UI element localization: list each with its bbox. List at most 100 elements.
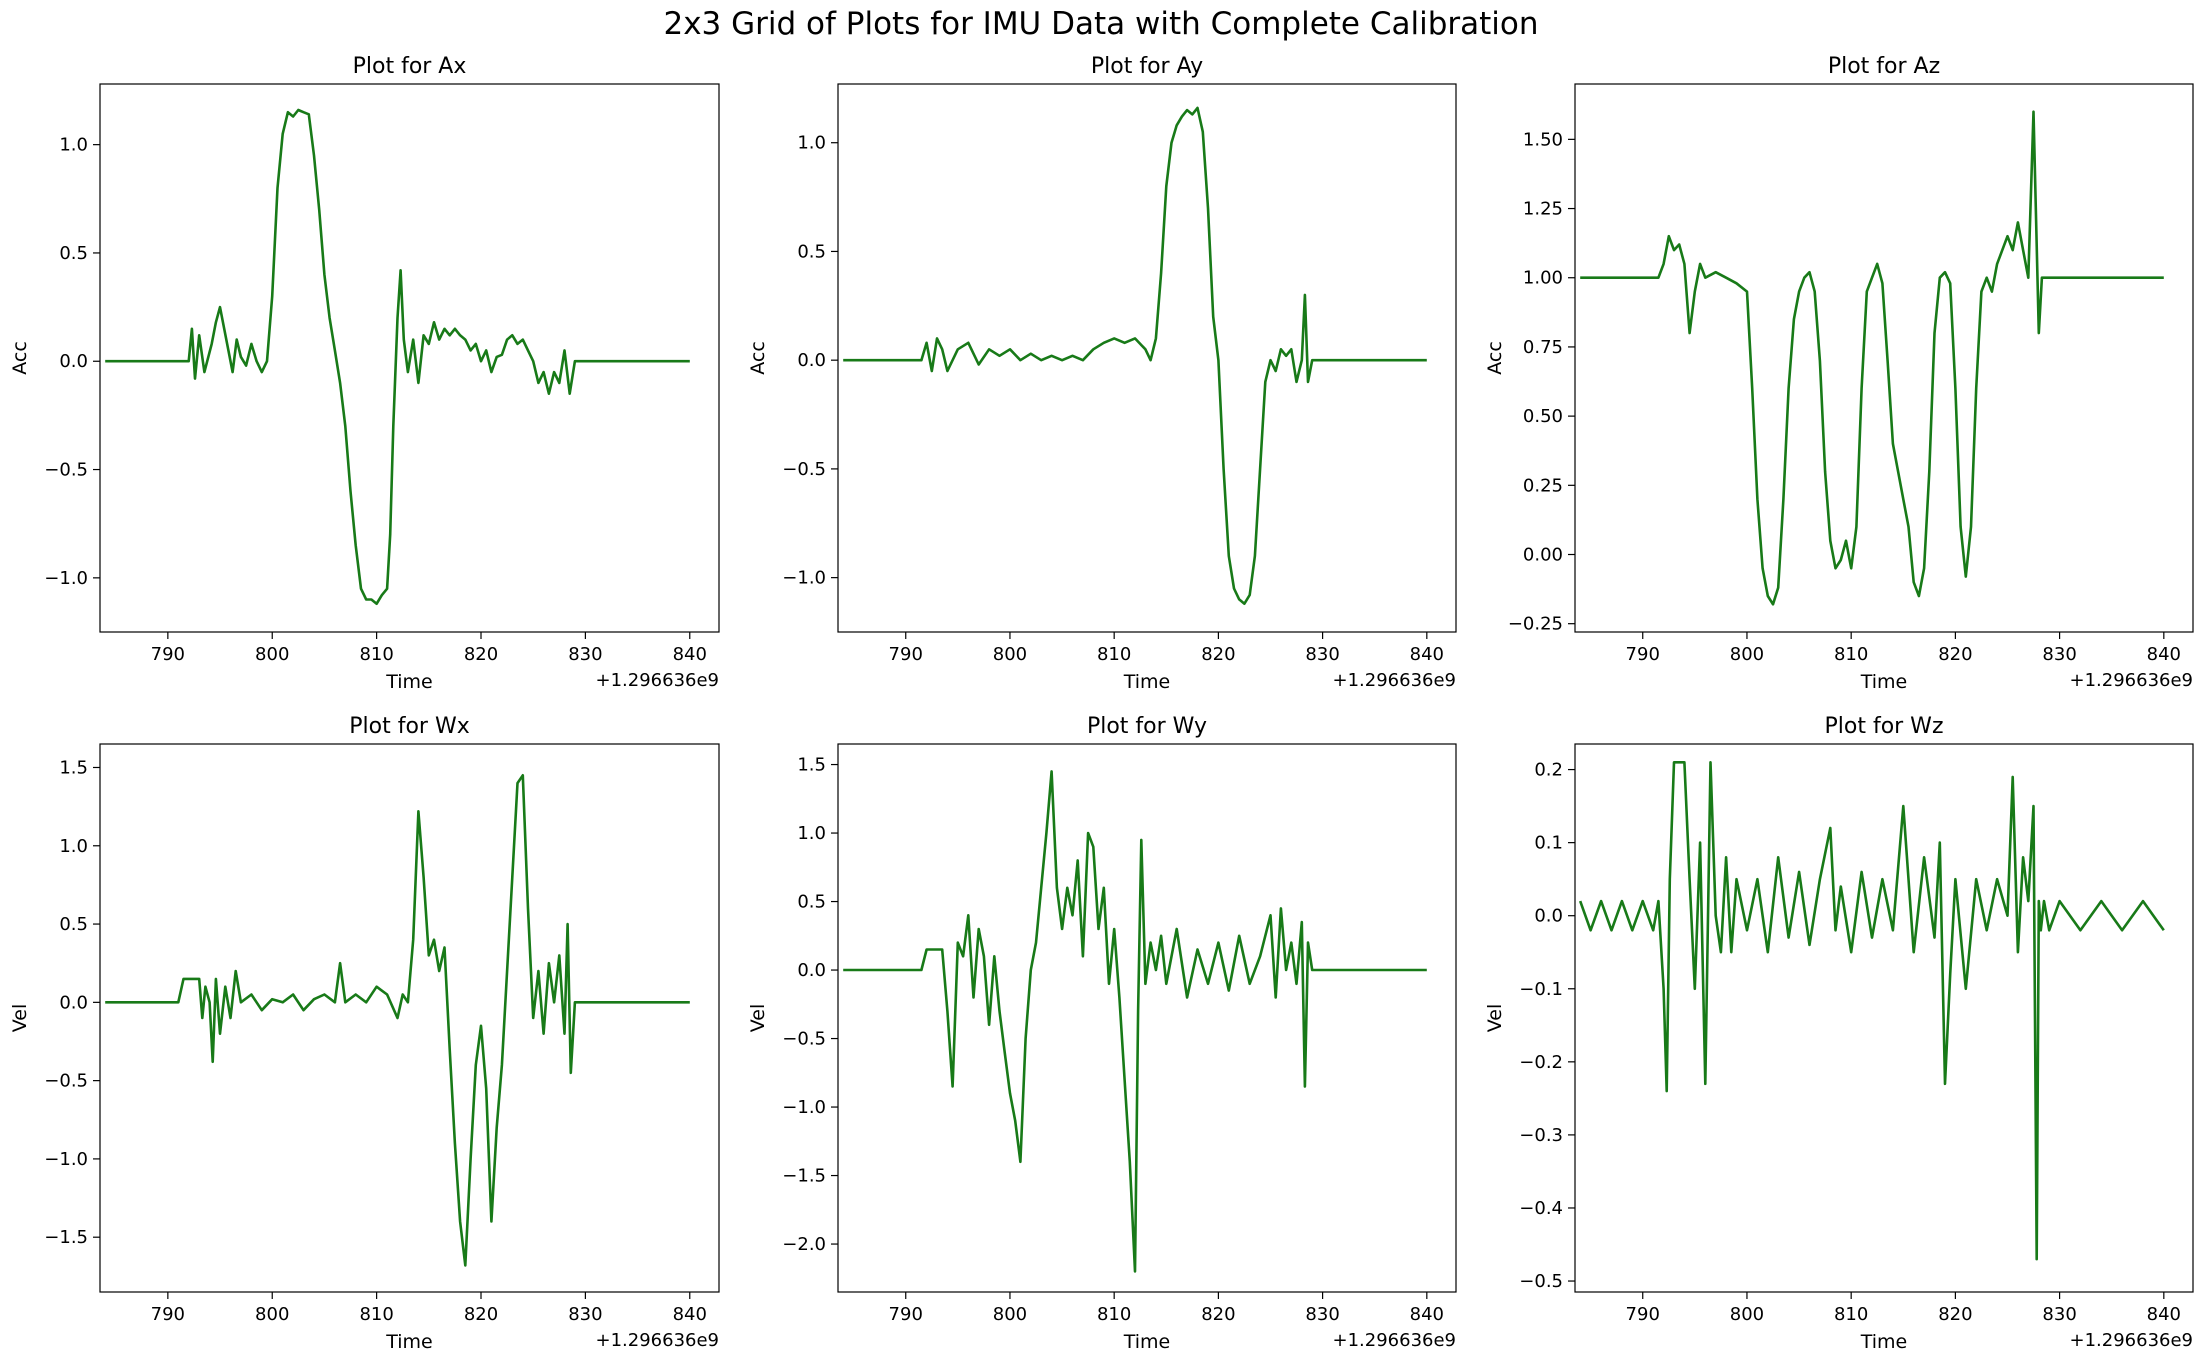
x-tick-label: 810	[1834, 644, 1868, 665]
y-axis-label: Vel	[1484, 1004, 1506, 1033]
y-tick-label: 1.25	[1523, 199, 1563, 220]
x-tick-label: 790	[1626, 644, 1660, 665]
x-tick-label: 830	[568, 644, 602, 665]
subplot-title: Plot for Ay	[1091, 54, 1203, 79]
y-tick-label: −1.0	[782, 1097, 826, 1118]
y-tick-label: 0.25	[1523, 475, 1563, 496]
x-offset-label: +1.296636e9	[596, 1330, 720, 1351]
x-tick-label: 810	[359, 1304, 393, 1325]
x-tick-label: 840	[673, 1304, 707, 1325]
y-tick-label: 0.0	[1534, 906, 1563, 927]
y-tick-label: 1.50	[1523, 129, 1563, 150]
y-tick-label: 1.5	[797, 755, 826, 776]
y-axis-label: Acc	[1484, 341, 1506, 375]
x-tick-label: 790	[1626, 1304, 1660, 1325]
x-tick-label: 840	[2147, 1304, 2181, 1325]
y-tick-label: 1.0	[797, 823, 826, 844]
x-tick-label: 820	[1938, 644, 1972, 665]
y-tick-label: 0.00	[1523, 545, 1563, 566]
x-tick-label: 800	[1730, 1304, 1764, 1325]
x-offset-label: +1.296636e9	[596, 670, 720, 691]
y-tick-label: 1.0	[797, 133, 826, 154]
x-tick-label: 840	[2147, 644, 2181, 665]
x-tick-label: 820	[464, 644, 498, 665]
y-tick-label: 0.1	[1534, 833, 1563, 854]
x-axis-label: Time	[1860, 1331, 1908, 1353]
y-tick-label: 1.5	[59, 757, 88, 778]
y-tick-label: −1.0	[782, 568, 826, 589]
figure-title: 2x3 Grid of Plots for IMU Data with Comp…	[663, 6, 1539, 42]
y-tick-label: −0.5	[44, 460, 88, 481]
y-axis-label: Vel	[747, 1004, 769, 1033]
y-tick-label: 0.5	[59, 243, 88, 264]
y-tick-label: 0.0	[797, 960, 826, 981]
y-tick-label: −1.5	[782, 1166, 826, 1187]
x-tick-label: 830	[1305, 1304, 1339, 1325]
axes-frame	[1574, 83, 2194, 633]
axes-frame	[1574, 743, 2194, 1293]
axes-frame	[837, 743, 1457, 1293]
series-line	[105, 108, 690, 606]
x-tick-label: 820	[1201, 644, 1235, 665]
x-tick-label: 830	[1305, 644, 1339, 665]
y-tick-label: −1.0	[44, 1149, 88, 1170]
subplot-title: Plot for Ax	[353, 54, 467, 79]
y-tick-label: 0.75	[1523, 337, 1563, 358]
y-tick-label: −0.3	[1519, 1125, 1563, 1146]
x-tick-label: 790	[151, 1304, 185, 1325]
x-tick-label: 830	[2042, 644, 2076, 665]
y-axis-label: Vel	[9, 1004, 31, 1033]
x-axis-label: Time	[385, 671, 433, 693]
y-tick-label: 0.0	[59, 351, 88, 372]
x-tick-label: 800	[255, 1304, 289, 1325]
subplot-title: Plot for Wx	[349, 714, 469, 739]
x-tick-label: 830	[568, 1304, 602, 1325]
x-tick-label: 810	[359, 644, 393, 665]
series-line	[105, 774, 690, 1267]
y-tick-label: 0.0	[59, 992, 88, 1013]
x-tick-label: 830	[2042, 1304, 2076, 1325]
subplot-2: Plot for Az 790 800 810 820 830 840 −0.25 0.00 0.…	[1484, 54, 2194, 693]
x-tick-label: 790	[151, 644, 185, 665]
x-tick-label: 790	[889, 1304, 923, 1325]
x-tick-label: 800	[993, 1304, 1027, 1325]
x-axis-label: Time	[1123, 671, 1171, 693]
subplot-5: Plot for Wz 790 800 810 820 830 840 −0.5 −0.4 −0.…	[1484, 714, 2194, 1353]
x-tick-label: 820	[1938, 1304, 1972, 1325]
subplot-title: Plot for Az	[1828, 54, 1940, 79]
x-axis-label: Time	[1860, 671, 1908, 693]
x-offset-label: +1.296636e9	[1333, 670, 1457, 691]
x-tick-label: 800	[1730, 644, 1764, 665]
y-axis-label: Acc	[747, 341, 769, 375]
subplot-4: Plot for Wy 790 800 810 820 830 840 −2.0 −1.5 −1.…	[747, 714, 1457, 1353]
subplot-1: Plot for Ay 790 800 810 820 830 840 −1.0 −0.5 0.0…	[747, 54, 1457, 693]
axes-frame	[99, 743, 720, 1293]
series-line	[843, 770, 1427, 1273]
y-tick-label: 1.0	[59, 836, 88, 857]
x-tick-label: 810	[1834, 1304, 1868, 1325]
series-line	[843, 106, 1427, 605]
x-offset-label: +1.296636e9	[1333, 1330, 1457, 1351]
y-tick-label: −0.5	[782, 459, 826, 480]
y-axis-label: Acc	[9, 341, 31, 375]
y-tick-label: −0.2	[1519, 1052, 1563, 1073]
y-tick-label: −0.5	[782, 1029, 826, 1050]
x-tick-label: 840	[1410, 1304, 1444, 1325]
series-line	[1580, 110, 2164, 606]
y-tick-label: 1.00	[1523, 268, 1563, 289]
y-tick-label: −1.5	[44, 1227, 88, 1248]
y-tick-label: 0.0	[797, 350, 826, 371]
subplot-title: Plot for Wz	[1824, 714, 1943, 739]
y-tick-label: 0.50	[1523, 406, 1563, 427]
y-tick-label: 1.0	[59, 135, 88, 156]
subplot-3: Plot for Wx 790 800 810 820 830 840 −1.5 −1.0 −0.…	[9, 714, 720, 1353]
y-tick-label: −0.1	[1519, 979, 1563, 1000]
x-tick-label: 840	[673, 644, 707, 665]
x-offset-label: +1.296636e9	[2070, 670, 2194, 691]
y-tick-label: 0.2	[1534, 760, 1563, 781]
x-tick-label: 840	[1410, 644, 1444, 665]
y-tick-label: 0.5	[797, 241, 826, 262]
y-tick-label: −0.5	[44, 1071, 88, 1092]
x-axis-label: Time	[385, 1331, 433, 1353]
x-tick-label: 820	[464, 1304, 498, 1325]
